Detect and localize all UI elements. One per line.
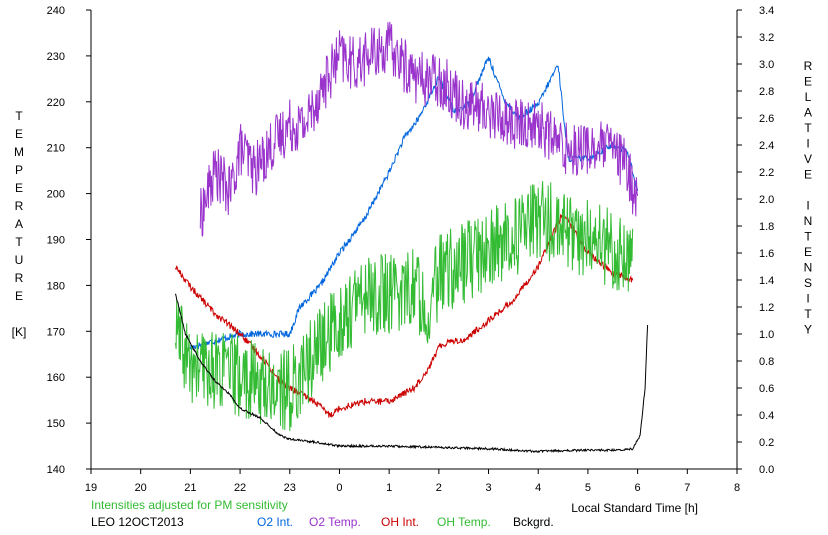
legend-entry: Bckgrd. xyxy=(513,515,554,529)
y-left-label-char: P xyxy=(15,163,23,177)
x-tick-label: 1 xyxy=(386,482,392,494)
y-left-tick-label: 170 xyxy=(47,326,65,338)
y-left-tick-label: 160 xyxy=(47,372,65,384)
y-right-tick-label: 0.2 xyxy=(759,437,774,449)
y-right-tick-label: 2.0 xyxy=(759,194,774,206)
legend-entry: O2 Int. xyxy=(257,515,293,529)
series-line-oh-temp xyxy=(175,180,634,432)
y-left-label-char: [K] xyxy=(12,325,27,339)
series-line-o2-int xyxy=(189,56,639,350)
y-left-label-char: E xyxy=(15,289,23,303)
x-tick-label: 21 xyxy=(184,482,196,494)
x-tick-label: 5 xyxy=(585,482,591,494)
y-right-label-char: V xyxy=(804,152,812,166)
series-line-o2-temp xyxy=(199,21,639,237)
y-right-label-char: N xyxy=(804,261,813,275)
y-left-label-char: U xyxy=(15,253,24,267)
y-right-label-char: E xyxy=(804,168,812,182)
note-text: Intensities adjusted for PM sensitivity xyxy=(91,498,288,512)
y-right-tick-label: 0.4 xyxy=(759,410,774,422)
y-left-tick-label: 150 xyxy=(47,418,65,430)
y-left-label-char: T xyxy=(15,235,23,249)
y-right-tick-label: 1.6 xyxy=(759,248,774,260)
y-left-tick-label: 240 xyxy=(47,5,65,17)
y-left-tick-label: 230 xyxy=(47,51,65,63)
y-left-tick-label: 190 xyxy=(47,235,65,247)
y-right-label-char: I xyxy=(806,292,809,306)
y-right-tick-label: 1.8 xyxy=(759,221,774,233)
station-label: LEO 12OCT2013 xyxy=(91,515,184,529)
series-line-bckgrd xyxy=(175,293,649,454)
y-right-tick-label: 3.4 xyxy=(759,5,774,17)
x-tick-label: 7 xyxy=(684,482,690,494)
x-tick-label: 8 xyxy=(734,482,740,494)
y-right-tick-label: 2.4 xyxy=(759,140,774,152)
y-right-label-char: N xyxy=(804,214,813,228)
y-right-tick-label: 2.6 xyxy=(759,113,774,125)
y-left-tick-label: 140 xyxy=(47,464,65,476)
legend-entry: OH Temp. xyxy=(437,515,491,529)
y-right-label-char: R xyxy=(804,59,813,73)
y-left-label-char: E xyxy=(15,181,23,195)
y-right-tick-label: 1.2 xyxy=(759,302,774,314)
x-tick-label: 6 xyxy=(635,482,641,494)
x-tick-label: 20 xyxy=(135,482,147,494)
x-tick-label: 3 xyxy=(485,482,491,494)
y-right-tick-label: 1.4 xyxy=(759,275,774,287)
y-right-label-char: T xyxy=(804,230,812,244)
y-right-label-char: A xyxy=(804,106,812,120)
y-right-tick-label: 0.8 xyxy=(759,356,774,368)
x-tick-label: 23 xyxy=(284,482,296,494)
y-right-label-char: Y xyxy=(804,323,812,337)
y-left-label-char: M xyxy=(14,145,24,159)
y-left-tick-label: 220 xyxy=(47,97,65,109)
y-left-label-char: E xyxy=(15,127,23,141)
y-right-label-char: I xyxy=(806,137,809,151)
y-left-label-char: A xyxy=(15,217,23,231)
y-right-label-char: T xyxy=(804,121,812,135)
legend-entry: OH Int. xyxy=(381,515,419,529)
y-right-label-char: S xyxy=(804,276,812,290)
y-left-label-char: R xyxy=(15,199,24,213)
y-right-label-char: I xyxy=(806,199,809,213)
y-right-label-char: L xyxy=(805,90,812,104)
y-right-tick-label: 1.0 xyxy=(759,329,774,341)
x-tick-label: 0 xyxy=(336,482,342,494)
x-tick-label: 19 xyxy=(85,482,97,494)
x-tick-label: 22 xyxy=(234,482,246,494)
legend-entry: O2 Temp. xyxy=(309,515,361,529)
y-right-tick-label: 3.2 xyxy=(759,32,774,44)
y-right-label-char: E xyxy=(804,245,812,259)
x-tick-label: 4 xyxy=(535,482,541,494)
y-right-tick-label: 0.6 xyxy=(759,383,774,395)
y-right-label-char: T xyxy=(804,307,812,321)
y-right-label-char: E xyxy=(804,75,812,89)
y-left-tick-label: 210 xyxy=(47,143,65,155)
y-left-label-char: R xyxy=(15,271,24,285)
y-left-tick-label: 200 xyxy=(47,189,65,201)
y-right-tick-label: 0.0 xyxy=(759,464,774,476)
y-right-tick-label: 2.2 xyxy=(759,167,774,179)
y-left-tick-label: 180 xyxy=(47,280,65,292)
x-tick-label: 2 xyxy=(436,482,442,494)
x-axis-label: Local Standard Time [h] xyxy=(571,501,698,515)
y-right-tick-label: 3.0 xyxy=(759,59,774,71)
y-left-label-char: T xyxy=(15,109,23,123)
y-right-tick-label: 2.8 xyxy=(759,86,774,98)
